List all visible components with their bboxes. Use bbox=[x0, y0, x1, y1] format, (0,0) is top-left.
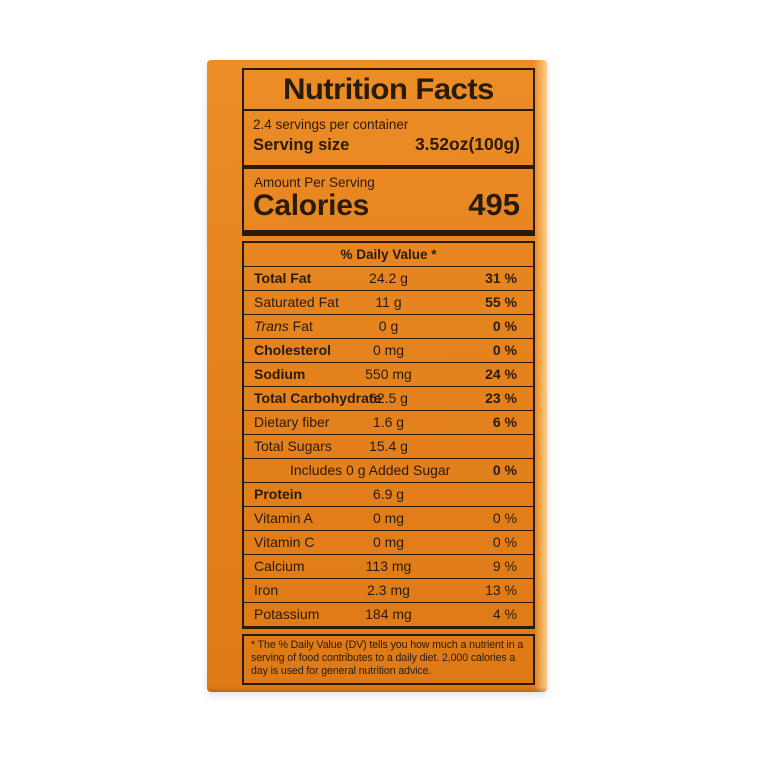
nutrient-row-total-sugars: Total Sugars 15.4 g bbox=[244, 434, 533, 458]
serving-size-label: Serving size bbox=[253, 136, 350, 154]
calories-value: 495 bbox=[468, 187, 520, 222]
serving-size-value: 3.52oz(100g) bbox=[414, 134, 520, 154]
calories-section: Amount Per Serving Calories 495 bbox=[244, 169, 533, 234]
nutrient-row-trans-fat: Trans Fat 0 g 0 % bbox=[244, 314, 533, 338]
nutrient-row-sodium: Sodium 550 mg 24 % bbox=[244, 362, 533, 386]
title-section: Nutrition Facts bbox=[244, 70, 533, 111]
product-package: Nutrition Facts 2.4 servings per contain… bbox=[207, 60, 547, 692]
package-bottom-shadow bbox=[207, 687, 547, 692]
footnote-box: * The % Daily Value (DV) tells you how m… bbox=[242, 634, 535, 685]
label-title: Nutrition Facts bbox=[283, 72, 494, 106]
daily-value-header: % Daily Value * bbox=[340, 247, 437, 262]
label-top-group: Nutrition Facts 2.4 servings per contain… bbox=[242, 68, 535, 236]
nutrient-row-added-sugar: Includes 0 g Added Sugar 0 % bbox=[244, 458, 533, 482]
nutrient-table: % Daily Value * Total Fat 24.2 g 31 % Sa… bbox=[242, 241, 535, 629]
nutrient-row-vitamin-c: Vitamin C 0 mg 0 % bbox=[244, 530, 533, 554]
nutrition-facts-label: Nutrition Facts 2.4 servings per contain… bbox=[242, 68, 535, 685]
nutrient-row-total-fat: Total Fat 24.2 g 31 % bbox=[244, 266, 533, 290]
nutrient-row-protein: Protein 6.9 g bbox=[244, 482, 533, 506]
nutrient-row-potassium: Potassium 184 mg 4 % bbox=[244, 602, 533, 626]
amount-per-serving: Amount Per Serving bbox=[254, 175, 375, 190]
nutrient-row-saturated-fat: Saturated Fat 11 g 55 % bbox=[244, 290, 533, 314]
nutrient-row-dietary-fiber: Dietary fiber 1.6 g 6 % bbox=[244, 410, 533, 434]
calories-row: Calories 495 bbox=[244, 187, 533, 223]
calories-label: Calories bbox=[253, 189, 369, 222]
nutrient-row-iron: Iron 2.3 mg 13 % bbox=[244, 578, 533, 602]
daily-value-footnote: * The % Daily Value (DV) tells you how m… bbox=[251, 639, 524, 678]
servings-per-container: 2.4 servings per container bbox=[253, 117, 409, 132]
nutrient-row-calcium: Calcium 113 mg 9 % bbox=[244, 554, 533, 578]
serving-section: 2.4 servings per container Serving size … bbox=[244, 111, 533, 169]
nutrient-row-cholesterol: Cholesterol 0 mg 0 % bbox=[244, 338, 533, 362]
nutrient-row-vitamin-a: Vitamin A 0 mg 0 % bbox=[244, 506, 533, 530]
nutrient-row-total-carbohydrate: Total Carbohydrate 62.5 g 23 % bbox=[244, 386, 533, 410]
serving-size-row: Serving size 3.52oz(100g) bbox=[244, 132, 533, 155]
package-fold-highlight bbox=[534, 60, 547, 692]
